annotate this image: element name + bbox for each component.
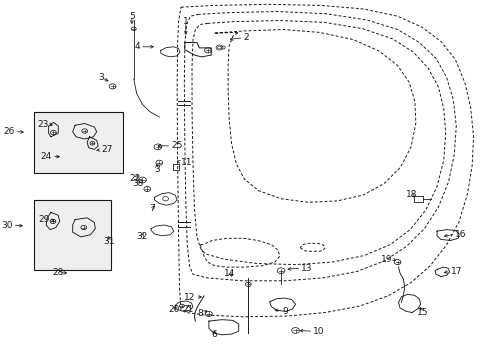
Bar — [34, 200, 111, 270]
Text: 33: 33 — [132, 179, 143, 188]
Text: 14: 14 — [224, 269, 235, 278]
Text: 3: 3 — [154, 165, 160, 174]
Text: 32: 32 — [136, 233, 147, 242]
Text: 30: 30 — [1, 220, 13, 230]
Text: 19: 19 — [381, 255, 392, 264]
Text: 6: 6 — [211, 330, 217, 339]
Text: 13: 13 — [301, 264, 312, 273]
Text: 15: 15 — [416, 307, 427, 317]
Text: 5: 5 — [129, 12, 135, 21]
Text: 17: 17 — [449, 266, 461, 276]
Text: 1: 1 — [183, 17, 188, 26]
Text: 28: 28 — [52, 269, 64, 277]
Text: 16: 16 — [454, 230, 466, 239]
Text: 12: 12 — [183, 292, 195, 301]
Text: 31: 31 — [103, 237, 114, 246]
Text: 23: 23 — [37, 120, 48, 129]
Text: 11: 11 — [181, 158, 192, 166]
Text: 26: 26 — [3, 127, 15, 136]
Text: 10: 10 — [313, 327, 324, 336]
Text: 3: 3 — [99, 73, 104, 82]
Text: 20: 20 — [168, 305, 179, 314]
Text: 29: 29 — [39, 215, 50, 224]
Text: 21: 21 — [182, 305, 193, 314]
Text: 25: 25 — [171, 141, 183, 150]
Bar — [34, 112, 123, 173]
Text: 8: 8 — [197, 309, 202, 318]
Text: 9: 9 — [282, 307, 287, 316]
Text: 24: 24 — [41, 152, 52, 161]
Text: 22: 22 — [129, 174, 141, 183]
Text: 4: 4 — [134, 42, 140, 51]
Text: 18: 18 — [406, 190, 417, 199]
Text: 2: 2 — [243, 33, 249, 42]
Text: 27: 27 — [102, 145, 113, 154]
Text: 7: 7 — [149, 204, 155, 213]
